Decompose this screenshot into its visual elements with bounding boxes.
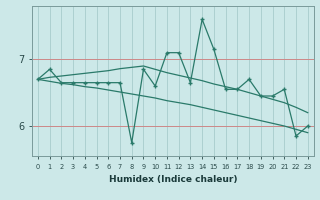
X-axis label: Humidex (Indice chaleur): Humidex (Indice chaleur) — [108, 175, 237, 184]
